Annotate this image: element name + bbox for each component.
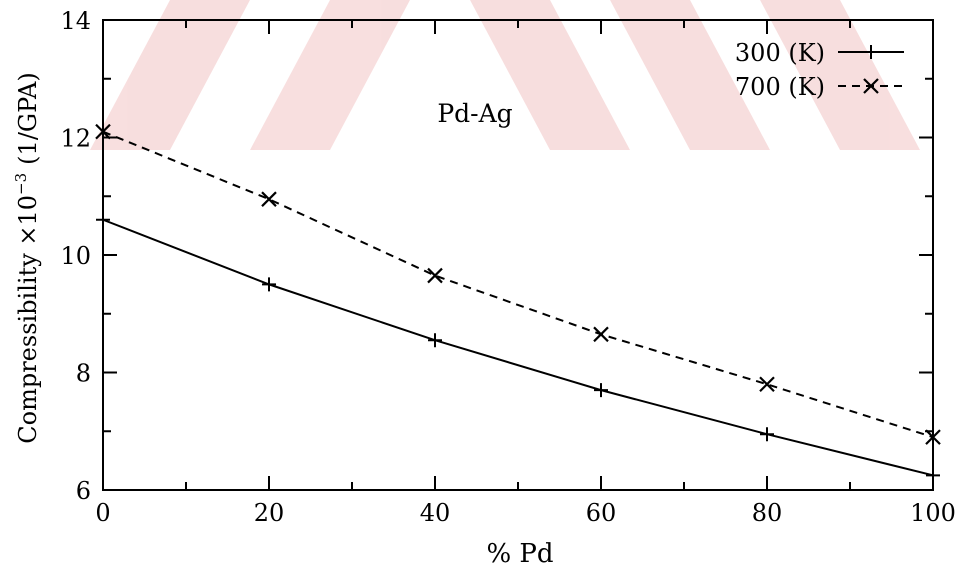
- series-2: [95, 123, 941, 445]
- data-point: [594, 383, 608, 398]
- legend-marker: [864, 45, 878, 59]
- data-point: [760, 427, 774, 442]
- y-tick-label: 6: [76, 477, 91, 505]
- axes: 0 20 40 60 80 100 6 8 10 12 14: [60, 7, 955, 527]
- series: [95, 123, 941, 483]
- y-axis-label: Compressibility ×10−3 (1/GPA): [12, 72, 42, 443]
- data-point: [262, 277, 276, 292]
- y-tick-label: 8: [76, 360, 91, 388]
- y-tick-label: 14: [60, 7, 91, 35]
- legend-label: 700 (K): [735, 73, 825, 101]
- x-tick-label: 20: [254, 499, 285, 527]
- y-axis-label-main: Compressibility ×10: [14, 195, 42, 444]
- data-point: [925, 429, 941, 445]
- y-tick-label: 10: [60, 242, 91, 270]
- y-tick-label: 12: [60, 125, 91, 153]
- y-axis-label-exponent: −3: [12, 173, 30, 195]
- data-point: [428, 333, 442, 348]
- data-point: [759, 376, 775, 393]
- series-line-1: [102, 218, 934, 477]
- data-point: [593, 326, 609, 343]
- x-tick-label: 80: [752, 499, 783, 527]
- data-point: [95, 123, 111, 140]
- series-1: [96, 212, 940, 483]
- data-point: [96, 212, 110, 227]
- data-point: [926, 468, 940, 483]
- x-axis-label: % Pd: [486, 539, 553, 569]
- x-tick-label: 100: [910, 499, 956, 527]
- legend-label: 300 (K): [735, 39, 825, 67]
- chart-annotation: Pd-Ag: [437, 99, 512, 128]
- legend: 300 (K) 700 (K): [735, 39, 904, 101]
- data-point: [427, 267, 443, 284]
- series-line-2: [102, 130, 934, 439]
- legend-marker: [863, 78, 879, 94]
- x-tick-label: 0: [95, 499, 110, 527]
- data-point: [261, 191, 277, 207]
- x-tick-label: 60: [586, 499, 617, 527]
- y-axis-label-unit: (1/GPA): [14, 72, 42, 165]
- x-tick-label: 40: [420, 499, 451, 527]
